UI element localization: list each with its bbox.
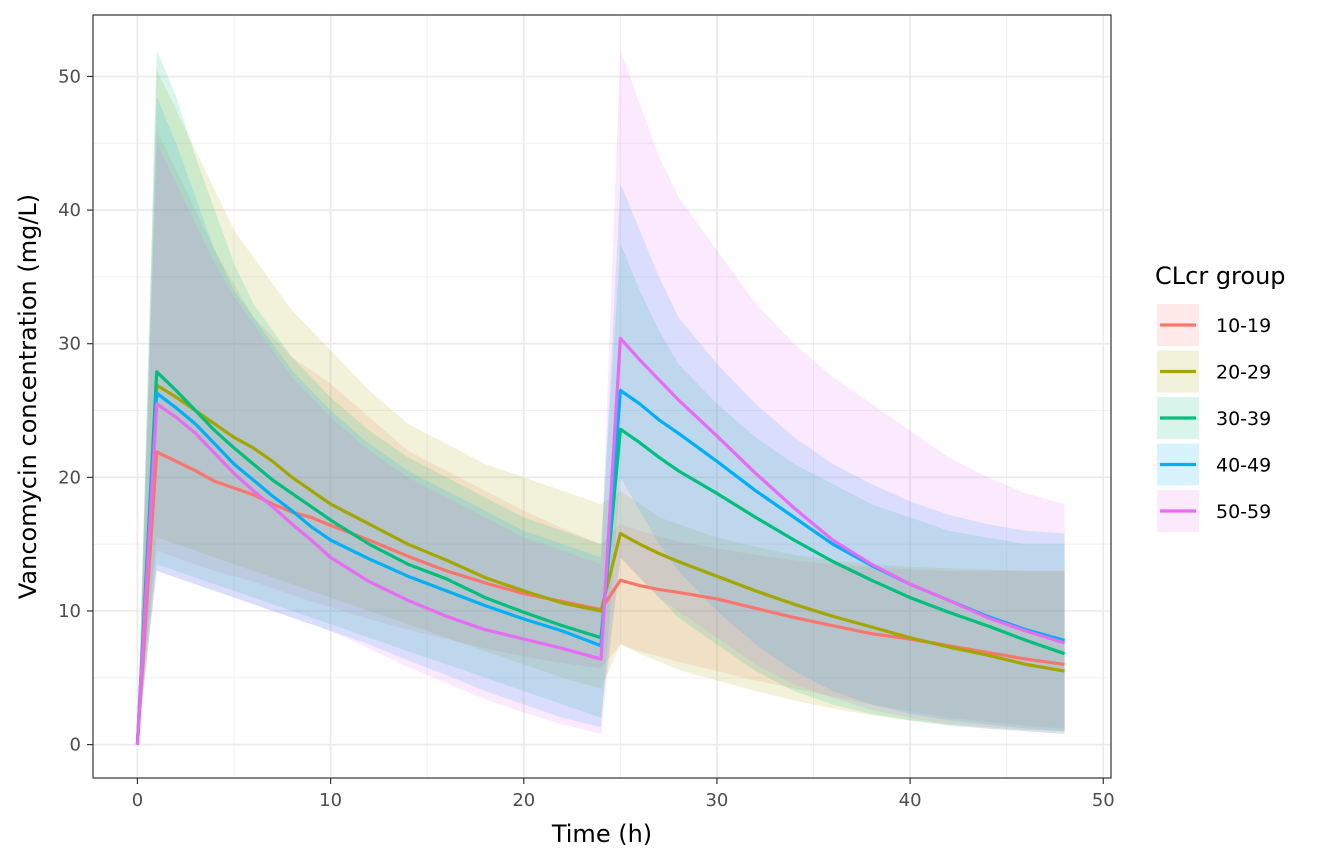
x-axis-title: Time (h) (551, 820, 652, 848)
major-grid (93, 15, 1111, 778)
line-20-29 (135, 383, 1065, 745)
ribbon-20-29 (137, 69, 1065, 745)
legend-label: 30-39 (1216, 408, 1271, 430)
y-tick-label: 40 (58, 200, 81, 221)
legend-label: 40-49 (1216, 455, 1271, 477)
y-tick-label: 30 (58, 334, 81, 355)
y-tick-label: 10 (58, 601, 81, 622)
y-axis-title: Vancomycin concentration (mg/L) (14, 194, 42, 599)
y-tick-label: 0 (70, 735, 81, 756)
legend-title: CLcr group (1155, 262, 1286, 290)
panel-border (92, 14, 1112, 779)
y-tick-label: 50 (58, 66, 81, 87)
x-axis-ticks: 0 10 20 30 40 50 (132, 778, 1115, 811)
x-tick-label: 0 (132, 790, 143, 811)
y-tick-label: 20 (58, 467, 81, 488)
legend-label: 50-59 (1216, 501, 1271, 523)
line-50-59 (135, 336, 1066, 745)
ribbon-30-39 (137, 49, 1065, 745)
legend-items: 10-19 20-29 30-39 40-49 50-59 (1157, 304, 1271, 532)
y-axis-ticks: 0 10 20 30 40 50 (58, 66, 93, 756)
x-tick-label: 40 (899, 790, 922, 811)
ribbon-50-59 (137, 49, 1065, 745)
x-tick-label: 20 (512, 790, 535, 811)
ribbon-10-19 (137, 129, 1065, 745)
line-30-39 (135, 370, 1066, 745)
x-tick-label: 10 (319, 790, 342, 811)
x-tick-label: 50 (1092, 790, 1115, 811)
legend-label: 20-29 (1216, 362, 1271, 384)
legend-label: 10-19 (1216, 315, 1271, 337)
legend: CLcr group 10-19 20-29 30-39 40-49 50-59 (1155, 262, 1286, 532)
line-layer (135, 336, 1066, 745)
x-tick-label: 30 (705, 790, 728, 811)
